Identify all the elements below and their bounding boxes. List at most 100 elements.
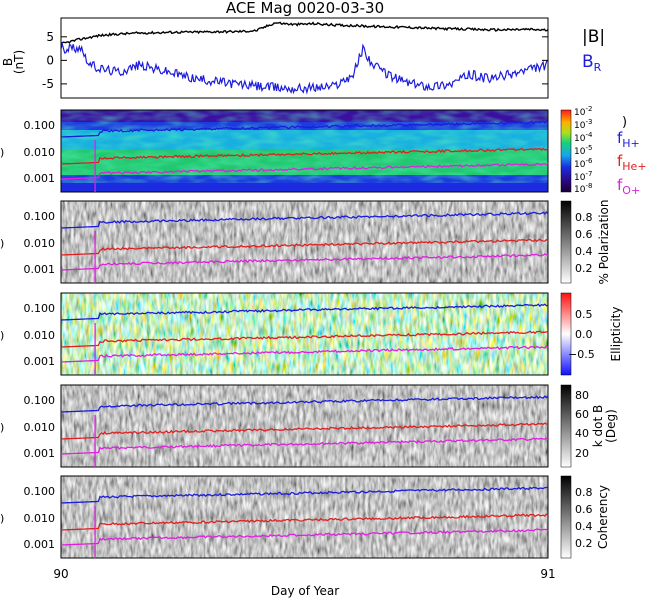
ellipticity-frame xyxy=(60,292,549,376)
mag-y-tick-label: 5 xyxy=(46,30,54,44)
cb-ell-tick-05: 0.5 xyxy=(575,308,593,321)
cb-kdb-tick-60: 60 xyxy=(575,408,589,421)
power-paren: ) xyxy=(622,115,627,130)
cb-coh-tick-06: 0.6 xyxy=(575,503,593,516)
cb-kdb-tick-40: 40 xyxy=(575,427,589,440)
freq-y-tick-label: 0.100 xyxy=(24,210,56,223)
freq-y-tick-labels: 0.100 0.010 0.001) 0.100 0.010 0.001) 0.100 0.0… xyxy=(0,119,55,551)
legend-b-total: |B| xyxy=(582,27,605,47)
series-line-b-total xyxy=(61,21,548,44)
kdotb-colorbar xyxy=(560,384,572,468)
cb-ell-tick-neg05: −0.5 xyxy=(568,348,595,361)
ellipticity-colorbar-ticks: 0.5 0.0 −0.5 xyxy=(568,308,595,361)
cb-kdb-tick-80: 80 xyxy=(575,389,589,402)
f-o-plus-curve xyxy=(60,345,549,363)
power-frame xyxy=(60,109,549,193)
f-he-plus-curve xyxy=(60,330,549,348)
f-he-plus-curve xyxy=(60,238,549,256)
freq-ylabel-fragment: ) xyxy=(0,329,4,342)
cb-ell-tick-00: 0.0 xyxy=(575,328,593,341)
polarization-panel: 0.8 0.6 0.4 0.2 % Polarization xyxy=(60,200,611,285)
freq-y-tick-label: 0.010 xyxy=(24,512,56,525)
coherency-frame xyxy=(60,475,549,559)
freq-ylabel-fragment: ) xyxy=(0,237,4,250)
power-panel: 10-2 10-3 10-4 10-5 10-6 10-7 10-8 ) fH+… xyxy=(60,105,647,197)
legend-f-o: fO+ xyxy=(617,176,640,197)
polarization-heatmap xyxy=(61,201,548,283)
cb-power-tick-2: 10-3 xyxy=(574,118,592,131)
power-colorbar xyxy=(560,109,572,193)
freq-y-tick-label: 0.100 xyxy=(24,394,56,407)
cb-power-tick-5: 10-6 xyxy=(574,157,593,170)
freq-y-tick-label: 0.010 xyxy=(24,421,56,434)
freq-y-tick-label: 0.001 xyxy=(24,538,56,551)
legend-br-sub: R xyxy=(594,61,602,74)
mag-y-tick-label: 0 xyxy=(46,53,54,67)
cb-power-tick-1: 10-2 xyxy=(574,105,592,118)
freq-y-tick-label: 0.100 xyxy=(24,119,56,132)
kdotb-colorbar-label-1: k dot B xyxy=(591,405,605,447)
freq-y-tick-label: 0.001 xyxy=(24,172,56,185)
f-he-plus-curve xyxy=(60,513,549,531)
legend-f-h-main: f xyxy=(617,129,623,147)
coherency-panel: 0.8 0.6 0.4 0.2 Coherency xyxy=(60,475,610,559)
power-band-floor xyxy=(61,183,548,192)
polarization-colorbar xyxy=(560,200,572,284)
freq-y-tick-label: 0.100 xyxy=(24,302,56,315)
f-he-plus-curve xyxy=(60,147,549,165)
coherency-colorbar-ticks: 0.8 0.6 0.4 0.2 xyxy=(575,486,593,550)
power-colorbar-ticks: 10-2 10-3 10-4 10-5 10-6 10-7 10-8 xyxy=(574,105,593,195)
mag-frame xyxy=(60,17,549,99)
mag-ylabel-top: B xyxy=(1,58,15,66)
polarization-frame xyxy=(60,200,549,284)
freq-y-tick-label: 0.100 xyxy=(24,485,56,498)
freq-ylabel-fragment: ) xyxy=(0,146,4,159)
cb-power-tick-3: 10-4 xyxy=(574,131,593,144)
series-line-b-radial xyxy=(61,41,548,95)
f-he-plus-curve xyxy=(60,422,549,440)
x-tick-91: 91 xyxy=(540,567,555,581)
kdotb-frame xyxy=(60,384,549,468)
ion-frequency-curves xyxy=(60,120,549,558)
x-axis: 90 91 Day of Year xyxy=(53,567,555,598)
cb-coh-tick-02: 0.2 xyxy=(575,537,593,550)
polarization-colorbar-ticks: 0.8 0.6 0.4 0.2 xyxy=(575,211,593,275)
legend-br-main: B xyxy=(582,52,594,72)
legend-f-h-sub: H+ xyxy=(622,137,640,150)
f-o-plus-curve xyxy=(60,253,549,271)
cb-pol-tick-08: 0.8 xyxy=(575,211,593,224)
kdotb-colorbar-label-2: (Deg) xyxy=(604,409,618,443)
f-h-plus-curve xyxy=(60,303,549,321)
f-h-plus-curve xyxy=(60,395,549,413)
f-o-plus-curve xyxy=(60,528,549,546)
legend-f-o-sub: O+ xyxy=(622,184,640,197)
x-tick-90: 90 xyxy=(53,567,68,581)
polarization-colorbar-label: % Polarization xyxy=(597,200,611,285)
freq-y-tick-label: 0.001 xyxy=(24,263,56,276)
legend-f-he: fHe+ xyxy=(617,152,647,173)
f-o-plus-curve xyxy=(60,162,549,180)
legend-b-radial: BR xyxy=(582,52,602,74)
kdotb-colorbar-ticks: 80 60 40 20 xyxy=(575,389,589,460)
freq-ylabel-fragment: ) xyxy=(0,512,4,525)
freq-y-tick-label: 0.010 xyxy=(24,237,56,250)
legend-f-h: fH+ xyxy=(617,129,640,150)
freq-y-tick-label: 0.010 xyxy=(24,146,56,159)
x-axis-label: Day of Year xyxy=(271,584,339,598)
coherency-colorbar xyxy=(560,475,572,559)
cb-power-tick-4: 10-5 xyxy=(574,144,592,157)
cb-pol-tick-04: 0.4 xyxy=(575,245,593,258)
f-h-plus-curve xyxy=(60,486,549,504)
cb-coh-tick-04: 0.4 xyxy=(575,520,593,533)
f-h-plus-curve xyxy=(60,211,549,229)
legend-f-he-main: f xyxy=(617,152,623,170)
cb-pol-tick-06: 0.6 xyxy=(575,228,593,241)
cb-power-tick-7: 10-8 xyxy=(574,182,592,195)
freq-y-tick-label: 0.001 xyxy=(24,355,56,368)
freq-ylabel-fragment: ) xyxy=(0,421,4,434)
freq-y-tick-label: 0.001 xyxy=(24,447,56,460)
legend-f-o-main: f xyxy=(617,176,623,194)
mag-panel: 50-5 B (nT) |B| BR xyxy=(1,17,605,99)
f-h-plus-curve xyxy=(60,120,549,138)
